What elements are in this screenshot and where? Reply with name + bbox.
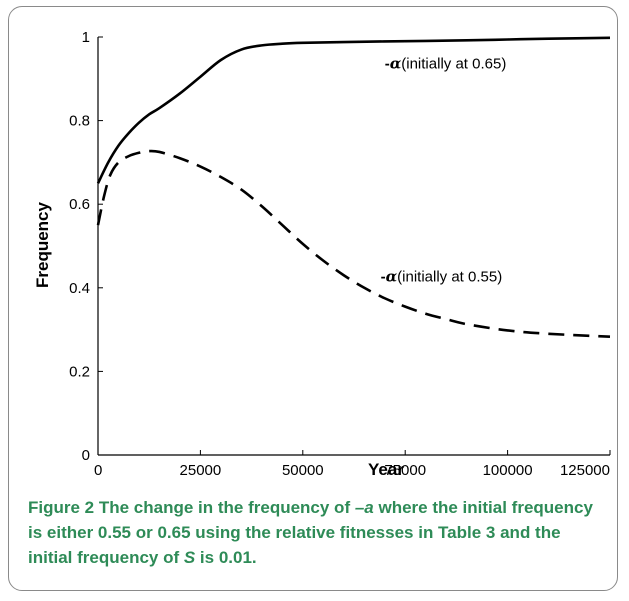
figure-frame	[8, 6, 618, 591]
x-tick-label: 100000	[483, 462, 533, 479]
chart-annotations: -α(initially at 0.65) -α(initially at 0.5…	[381, 54, 507, 285]
chart-axes	[97, 37, 610, 456]
caption-italic-s: S	[183, 548, 196, 567]
chart-series	[96, 36, 611, 339]
caption-text-2: where the initial frequency is either 0.…	[28, 498, 593, 567]
caption-lead: Figure 2	[28, 498, 95, 517]
y-tick-label: 0.4	[69, 280, 90, 297]
x-tick-label: 75000	[384, 462, 426, 479]
y-tick-label: 0.8	[69, 113, 90, 130]
series-line-initial-055	[96, 149, 611, 339]
figure-caption: Figure 2 The change in the frequency of …	[28, 495, 603, 570]
line-chart: 0 25000 50000 75000 100000 125000 0 0.2 0.4 0.6 0.…	[33, 29, 611, 479]
y-tick-label: 0	[82, 447, 90, 464]
x-tick-label: 50000	[282, 462, 324, 479]
x-tick-label: 125000	[560, 462, 610, 479]
x-axis-label: Year	[368, 460, 404, 479]
y-tick-label: 0.6	[69, 196, 90, 213]
annotation-initial-065: -α(initially at 0.65)	[385, 54, 507, 72]
chart-ticks: 0 25000 50000 75000 100000 125000 0 0.2 0.4 0.6 0.…	[69, 29, 611, 479]
x-tick-label: 25000	[180, 462, 222, 479]
caption-text-1: The change in the frequency of	[94, 498, 355, 517]
y-axis-label: Frequency	[33, 201, 52, 288]
series-line-initial-065	[96, 36, 611, 184]
x-tick-label: 0	[94, 462, 102, 479]
annotation-initial-055: -α(initially at 0.55)	[381, 268, 503, 286]
caption-italic-a: –a	[354, 498, 374, 517]
caption-text-3: is 0.01.	[195, 548, 257, 567]
y-tick-label: 0.2	[69, 363, 90, 380]
y-tick-label: 1	[82, 29, 90, 46]
